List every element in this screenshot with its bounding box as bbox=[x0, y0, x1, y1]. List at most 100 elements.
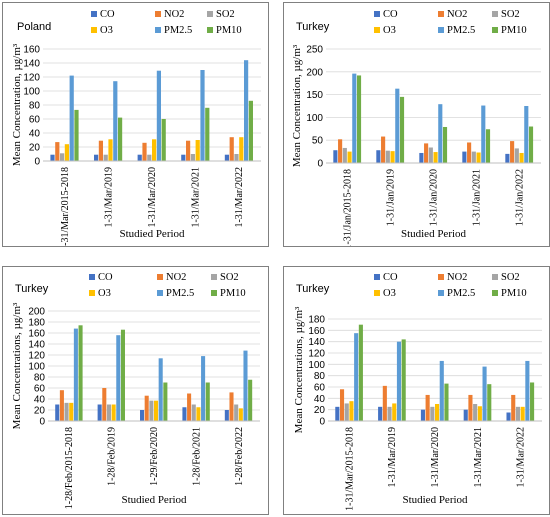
legend-swatch bbox=[438, 27, 444, 33]
y-tick-label: 250 bbox=[306, 45, 323, 56]
legend-swatch bbox=[211, 274, 217, 280]
category-label: 1-31/Mar/2019 bbox=[103, 167, 114, 228]
chart-title: Turkey bbox=[296, 283, 330, 295]
y-tick-label: 0 bbox=[317, 159, 323, 170]
y-tick-label: 40 bbox=[314, 394, 326, 405]
category-label: 1-31/Mar/2019 bbox=[387, 427, 398, 488]
y-tick-label: 140 bbox=[308, 337, 325, 348]
bar-so2 bbox=[344, 403, 349, 421]
category-label: 1-31/Mar/2015-2018 bbox=[60, 167, 71, 246]
bar-so2 bbox=[60, 153, 65, 161]
bar-o3 bbox=[195, 140, 200, 161]
bar-pm10 bbox=[528, 126, 534, 163]
y-tick-label: 100 bbox=[306, 113, 323, 124]
bar-so2 bbox=[387, 406, 392, 421]
bar-pm10 bbox=[356, 75, 362, 163]
category-label: 1-28/Feb/2021 bbox=[191, 427, 202, 486]
bar-o3 bbox=[64, 144, 69, 161]
category-label: 1-31/Mar/2020 bbox=[147, 167, 158, 228]
bar-pm25 bbox=[73, 328, 78, 421]
category-label: 1-31/Mar/2015-2018 bbox=[344, 427, 355, 511]
legend-label: SO2 bbox=[501, 9, 520, 20]
bar-no2 bbox=[511, 394, 516, 421]
bar-o3 bbox=[519, 152, 524, 163]
y-tick-label: 0 bbox=[319, 417, 325, 428]
chart-panel-turkey-mar: 0 20 40 60 80 100 120 140 160 180 1-31/Mar/2015-20… bbox=[283, 266, 550, 515]
category-label: 1-28/Feb/2019 bbox=[107, 427, 118, 486]
legend-swatch bbox=[207, 11, 213, 17]
x-axis-label: Studied Period bbox=[402, 494, 468, 506]
bar-no2 bbox=[229, 137, 234, 161]
bar-o3 bbox=[433, 152, 438, 163]
chart-title: Poland bbox=[17, 21, 51, 33]
legend-swatch bbox=[89, 290, 95, 296]
bar-pm10 bbox=[74, 109, 79, 161]
bar-pm10 bbox=[442, 126, 448, 163]
bar-no2 bbox=[98, 140, 104, 161]
y-tick-label: 40 bbox=[29, 129, 41, 140]
bar-no2 bbox=[382, 385, 387, 421]
bar-no2 bbox=[467, 142, 472, 163]
bar-so2 bbox=[515, 406, 520, 421]
category-label: 1-31/Jan/2015-2018 bbox=[343, 169, 354, 246]
bar-pm25 bbox=[352, 73, 357, 163]
y-tick-label: 100 bbox=[28, 362, 45, 373]
y-tick-label: 80 bbox=[314, 371, 326, 382]
legend-label: O3 bbox=[98, 288, 111, 299]
y-tick-label: 60 bbox=[29, 115, 41, 126]
legend-label: NO2 bbox=[166, 272, 186, 283]
category-label: 1-31/Mar/2022 bbox=[234, 167, 245, 228]
chart-panel-poland-mar: 0 20 40 60 80 100 120 140 160 1-31/Mar/2015-2018 1… bbox=[2, 2, 269, 247]
y-axis-label: Mean Concentrations, µg/m³ bbox=[11, 302, 23, 429]
bar-so2 bbox=[147, 154, 152, 161]
bar-pm25 bbox=[481, 105, 486, 163]
bar-o3 bbox=[111, 404, 116, 421]
category-label: 1-28/Feb/2015-2018 bbox=[64, 427, 75, 509]
y-axis-label: Mean Concentration, µg/m³ bbox=[11, 43, 23, 166]
bar-pm25 bbox=[243, 350, 248, 421]
bar-no2 bbox=[510, 141, 515, 163]
y-tick-label: 50 bbox=[312, 136, 324, 147]
bar-pm10 bbox=[248, 100, 253, 161]
legend-label: PM10 bbox=[501, 288, 527, 299]
bar-no2 bbox=[424, 143, 429, 163]
bar-co bbox=[333, 150, 338, 163]
chart-panel-turkey-feb: 0 20 40 60 80 100 120 140 160 180 200 1-28/Feb/2015… bbox=[2, 266, 269, 515]
y-axis-label: Mean Concentration, µg/m³ bbox=[291, 44, 303, 167]
bar-pm25 bbox=[525, 360, 530, 421]
legend-label: SO2 bbox=[216, 9, 235, 20]
bar-o3 bbox=[239, 137, 244, 161]
bar-pm10 bbox=[487, 384, 492, 421]
category-label: 1-29/Feb/2020 bbox=[149, 427, 160, 486]
legend-swatch bbox=[438, 274, 444, 280]
bar-co bbox=[335, 406, 340, 421]
bar-no2 bbox=[339, 389, 345, 421]
bar-co bbox=[182, 407, 187, 421]
y-tick-label: 160 bbox=[23, 45, 40, 56]
y-tick-label: 0 bbox=[39, 417, 45, 428]
y-tick-label: 20 bbox=[34, 406, 46, 417]
legend-swatch bbox=[207, 27, 213, 33]
y-tick-label: 80 bbox=[29, 101, 41, 112]
bar-no2 bbox=[102, 388, 107, 421]
bar-co bbox=[224, 154, 230, 161]
legend-swatch bbox=[211, 290, 217, 296]
y-tick-label: 60 bbox=[34, 384, 46, 395]
bar-so2 bbox=[190, 154, 195, 161]
bar-co bbox=[506, 412, 511, 421]
legend-label: PM2.5 bbox=[447, 25, 475, 36]
legend-label: CO bbox=[98, 272, 113, 283]
bar-pm10 bbox=[485, 129, 491, 163]
chart-title: Turkey bbox=[296, 21, 330, 33]
bar-pm10 bbox=[205, 382, 210, 421]
bar-no2 bbox=[186, 140, 191, 161]
y-tick-label: 120 bbox=[28, 351, 45, 362]
legend-label: PM2.5 bbox=[447, 288, 475, 299]
bar-no2 bbox=[142, 142, 147, 161]
x-axis-label: Studied Period bbox=[121, 494, 187, 506]
legend-label: NO2 bbox=[447, 9, 467, 20]
legend-label: O3 bbox=[383, 25, 396, 36]
legend-swatch bbox=[492, 290, 498, 296]
